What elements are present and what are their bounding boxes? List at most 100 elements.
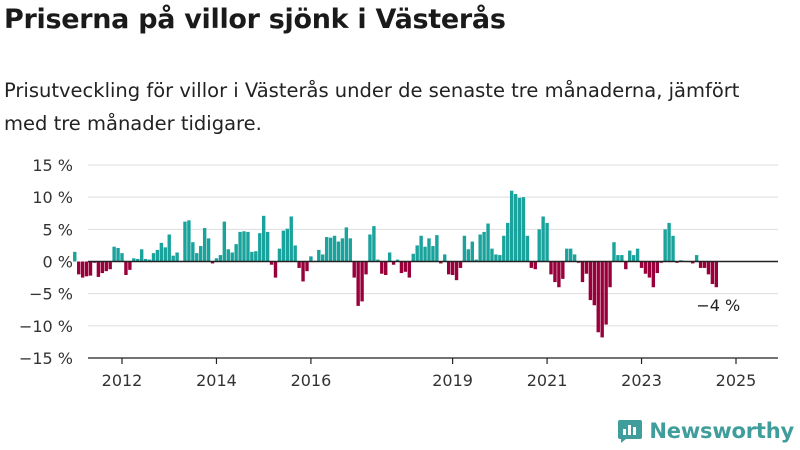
brand-name: Newsworthy: [649, 419, 794, 443]
bar: [218, 255, 223, 262]
bar: [88, 261, 93, 276]
bar: [702, 261, 707, 268]
bar: [478, 234, 482, 262]
bar: [269, 261, 274, 265]
x-tick-label: 2023: [621, 371, 662, 390]
bar: [206, 238, 211, 262]
bar: [297, 261, 301, 268]
bar: [407, 261, 412, 278]
bar: [600, 261, 604, 338]
bar: [584, 261, 589, 274]
bar: [112, 246, 116, 262]
last-value-annotation: −4 %: [696, 296, 740, 315]
bar: [529, 261, 534, 268]
bar: [667, 222, 671, 262]
bar: [608, 261, 612, 288]
bar: [624, 261, 628, 270]
bar: [470, 241, 474, 262]
bar: [364, 261, 368, 275]
bar: [246, 231, 250, 262]
x-tick-label: 2014: [196, 371, 237, 390]
bar: [100, 261, 105, 274]
bar: [604, 261, 608, 325]
bar: [509, 190, 514, 262]
bar: [399, 261, 404, 274]
bar: [592, 261, 597, 306]
bar: [234, 244, 238, 262]
bar: [443, 254, 447, 262]
bar: [84, 261, 89, 277]
y-tick-label: 15 %: [32, 156, 73, 175]
bar: [541, 216, 545, 262]
bar: [376, 259, 380, 262]
bar: [549, 261, 553, 275]
bar: [525, 235, 530, 262]
bar: [124, 261, 128, 276]
bar: [116, 247, 120, 262]
bar: [175, 252, 179, 262]
brand-logo: Newsworthy: [617, 418, 794, 444]
bar: [352, 261, 356, 278]
bar: [336, 241, 341, 262]
bar: [80, 261, 85, 278]
bar: [517, 197, 522, 262]
bar: [136, 258, 140, 262]
bar: [324, 237, 329, 262]
bar: [486, 223, 490, 262]
bar: [691, 261, 695, 264]
bar: [128, 261, 132, 270]
bar: [458, 261, 463, 268]
bar: [230, 252, 234, 262]
bar: [384, 261, 388, 276]
bar: [454, 261, 459, 281]
bar: [415, 245, 419, 262]
bar: [616, 255, 620, 262]
bar: [372, 226, 376, 262]
bar: [171, 255, 175, 262]
bar: [143, 258, 148, 262]
bar: [151, 253, 156, 262]
bar: [620, 255, 624, 262]
bar: [490, 248, 494, 262]
bar: [202, 228, 207, 262]
bar: [368, 234, 372, 262]
bar: [391, 261, 396, 265]
bar: [568, 248, 573, 262]
bar: [506, 222, 510, 262]
bar: [285, 228, 290, 262]
bar: [446, 261, 451, 275]
bar: [561, 261, 565, 279]
bar: [77, 261, 81, 275]
bar: [651, 261, 656, 288]
bar: [96, 261, 101, 277]
y-tick-label: 10 %: [32, 188, 73, 207]
bar: [261, 215, 266, 262]
bar: [572, 254, 577, 262]
bar: [714, 261, 719, 288]
chart-title: Priserna på villor sjönk i Västerås: [4, 4, 506, 35]
bar: [108, 261, 112, 270]
bar: [199, 246, 203, 262]
bar: [147, 259, 152, 262]
bar: [340, 238, 345, 262]
bar: [242, 231, 246, 262]
bar: [277, 248, 282, 262]
bar: [466, 249, 471, 262]
bar: [183, 221, 187, 262]
bar: [545, 222, 549, 262]
bar: [494, 254, 498, 262]
bar: [293, 245, 297, 262]
bar: [482, 231, 486, 262]
bar: [265, 231, 270, 262]
bar: [167, 234, 171, 262]
bar: [226, 249, 230, 262]
bar: [710, 261, 715, 285]
bar: [344, 227, 349, 262]
bar: [250, 251, 254, 262]
bar: [187, 220, 191, 262]
x-tick-label: 2019: [432, 371, 473, 390]
bar: [631, 255, 636, 262]
x-tick-label: 2025: [716, 371, 757, 390]
bar: [273, 261, 278, 278]
